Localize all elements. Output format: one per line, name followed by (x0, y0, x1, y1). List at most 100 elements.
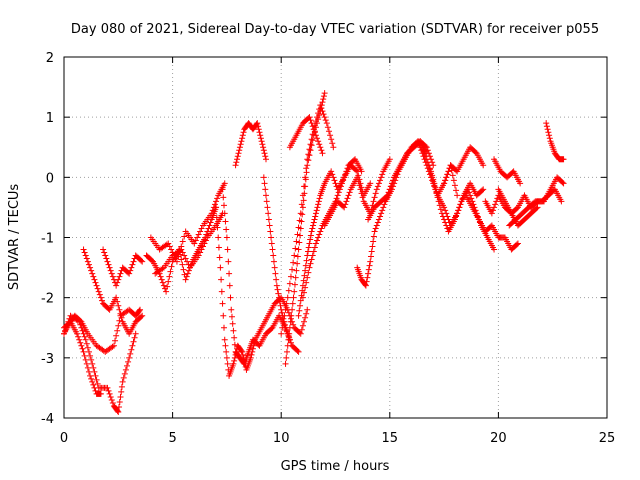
x-tick-label: 25 (599, 431, 616, 446)
data-point-interp (309, 137, 316, 144)
data-point-interp (82, 252, 89, 259)
data-point-interp (262, 186, 269, 193)
data-point-interp (92, 387, 99, 394)
data-point-interp (194, 234, 201, 241)
data-point-interp (392, 177, 399, 184)
data-point-interp (437, 206, 444, 213)
data-point-interp (302, 314, 309, 321)
data-point-interp (214, 195, 221, 202)
data-point-interp (371, 194, 378, 201)
data-point (269, 246, 276, 253)
data-point-interp (234, 153, 241, 160)
data-point-interp (183, 273, 190, 280)
data-point-interp (377, 213, 384, 220)
data-point-interp (167, 268, 174, 275)
data-point-interp (222, 218, 229, 225)
data-point-interp (197, 228, 204, 235)
data-point (291, 252, 298, 259)
data-point-interp (278, 309, 285, 316)
data-point (82, 336, 89, 343)
data-point (286, 324, 293, 331)
data-point-interp (272, 270, 279, 277)
data-point (373, 186, 380, 193)
data-point-interp (281, 321, 288, 328)
data-point-interp (91, 276, 98, 283)
data-point-interp (195, 231, 202, 238)
data-point-interp (239, 135, 246, 142)
data-point-interp (213, 198, 220, 205)
data-point-interp (95, 288, 102, 295)
data-point-interp (214, 224, 221, 231)
data-point (451, 216, 458, 223)
y-tick-label: 0 (46, 171, 54, 186)
series-track-4 (80, 246, 146, 337)
data-point-interp (305, 157, 312, 164)
data-point-interp (559, 179, 566, 186)
data-point-interp (290, 294, 297, 301)
data-point (312, 132, 319, 139)
data-point-interp (342, 171, 349, 178)
data-point-interp (304, 274, 311, 281)
data-point-interp (255, 123, 262, 130)
data-point-interp (546, 135, 553, 142)
data-point-interp (136, 307, 143, 314)
data-point-interp (322, 117, 329, 124)
data-point (341, 204, 348, 211)
data-point-interp (308, 256, 315, 263)
data-point (491, 246, 498, 253)
series-track-14 (278, 102, 337, 337)
data-point (560, 156, 567, 163)
data-point-interp (287, 339, 294, 346)
data-point-interp (369, 243, 376, 250)
data-point-interp (223, 226, 230, 233)
data-point (182, 276, 189, 283)
x-tick-label: 20 (490, 431, 507, 446)
data-point-interp (290, 259, 297, 266)
data-point (534, 204, 541, 211)
data-point-interp (109, 273, 116, 280)
data-point-interp (319, 99, 326, 106)
data-point-interp (107, 393, 114, 400)
data-point-interp (315, 201, 322, 208)
data-point-interp (330, 174, 337, 181)
data-point (308, 228, 315, 235)
data-point-interp (319, 108, 326, 115)
data-point-interp (128, 264, 135, 271)
data-point-interp (380, 204, 387, 211)
data-point (195, 252, 202, 259)
data-point (423, 144, 430, 151)
y-tick-labels: -4 -3 -2 -1 0 1 2 (41, 51, 54, 427)
data-point (165, 240, 172, 247)
data-point-interp (138, 313, 145, 320)
data-point-interp (390, 183, 397, 190)
data-point (139, 312, 146, 319)
y-axis-label: SDTVAR / TECUs (7, 184, 22, 291)
data-point-interp (165, 278, 172, 285)
data-point-interp (358, 190, 365, 197)
data-point-interp (83, 255, 90, 262)
x-tick-label: 15 (382, 431, 399, 446)
data-point-interp (168, 263, 175, 270)
data-point-interp (295, 224, 302, 231)
data-points (61, 90, 567, 415)
data-point-interp (267, 228, 274, 235)
data-point-interp (303, 257, 310, 264)
data-point-interp (130, 338, 137, 345)
data-point-interp (304, 248, 311, 255)
data-point-interp (83, 360, 90, 367)
data-point-interp (260, 144, 267, 151)
data-point-interp (179, 249, 186, 256)
data-point-interp (362, 281, 369, 288)
data-point-interp (114, 279, 121, 286)
data-point-interp (202, 237, 209, 244)
data-point-interp (317, 144, 324, 151)
data-point-interp (430, 178, 437, 185)
data-point (119, 378, 126, 385)
data-point-interp (160, 282, 167, 289)
data-point-interp (296, 329, 303, 336)
data-point-interp (233, 159, 240, 166)
data-point-interp (123, 362, 130, 369)
data-point (304, 306, 311, 313)
data-point-interp (546, 132, 553, 139)
data-point (89, 360, 96, 367)
